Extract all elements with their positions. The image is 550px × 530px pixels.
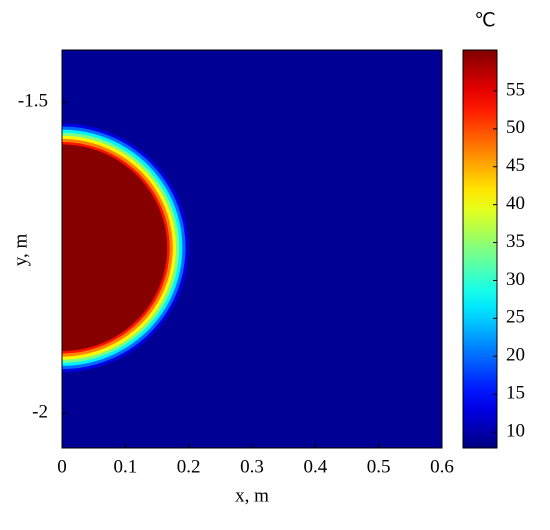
colorbar-tick-label: 45 xyxy=(506,155,525,176)
colorbar xyxy=(462,49,498,449)
plot-area xyxy=(62,50,442,448)
x-tick-label: 0.4 xyxy=(303,456,327,477)
colorbar-tick-label: 25 xyxy=(506,307,525,328)
x-tick-label: 0.1 xyxy=(113,456,137,477)
colorbar-tick-label: 40 xyxy=(506,193,525,214)
colorbar-tick-label: 20 xyxy=(506,345,525,366)
x-tick-label: 0.2 xyxy=(177,456,201,477)
colorbar-tick-label: 10 xyxy=(506,420,525,441)
x-tick-label: 0.3 xyxy=(240,456,264,477)
x-tick-label: 0.5 xyxy=(367,456,391,477)
y-axis-label: y, m xyxy=(10,234,31,267)
colorbar-tick-label: 35 xyxy=(506,231,525,252)
x-tick-label: 0.6 xyxy=(430,456,454,477)
colorbar-label: ℃ xyxy=(474,10,495,31)
colorbar-tick-label: 50 xyxy=(506,117,525,138)
y-tick-label: -1.5 xyxy=(18,91,48,112)
colorbar-tick-label: 30 xyxy=(506,269,525,290)
colorbar-tick-label: 55 xyxy=(506,79,525,100)
x-tick-label: 0 xyxy=(57,456,67,477)
x-axis-label: x, m xyxy=(235,485,269,506)
y-tick-label: -2 xyxy=(32,402,48,423)
contour-level xyxy=(62,144,168,351)
colorbar-tick-label: 15 xyxy=(506,383,525,404)
